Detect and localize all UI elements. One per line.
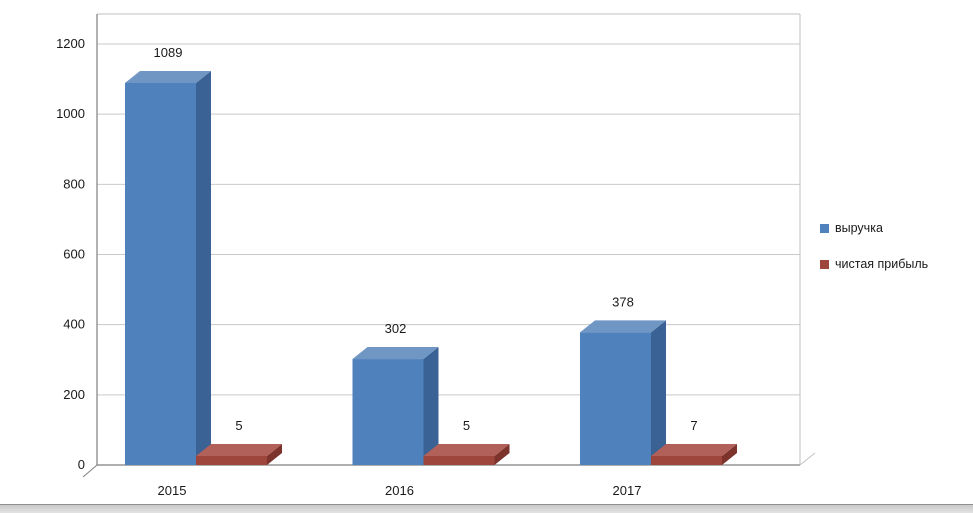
bar-top-revenue-2015 xyxy=(125,70,211,83)
legend: выручка чистая прибыль xyxy=(820,221,928,293)
data-label-revenue-2016: 302 xyxy=(385,321,407,336)
bar-side-revenue-2016 xyxy=(423,347,439,465)
legend-swatch-revenue xyxy=(820,223,829,233)
bar-side-net-profit-2016 xyxy=(494,444,510,465)
legend-label-revenue: выручка xyxy=(835,221,883,235)
data-label-net-profit-2015: 5 xyxy=(235,418,242,433)
bar-side-net-profit-2015 xyxy=(267,444,282,465)
x-category-label-2017: 2017 xyxy=(613,483,642,498)
legend-swatch-net-profit xyxy=(820,259,829,269)
y-tick-label-200: 200 xyxy=(63,387,85,402)
bar-top-revenue-2016 xyxy=(352,347,439,360)
y-tick-label-400: 400 xyxy=(63,317,85,332)
bar-top-revenue-2017 xyxy=(580,320,666,333)
bar-net-profit-2017 xyxy=(651,456,722,465)
data-label-revenue-2015: 1089 xyxy=(154,45,183,60)
bar-chart-3d: 0 200 400 600 800 1000 1200 1089 5 2015 302 5 2016 37… xyxy=(56,13,816,498)
y-tick-label-0: 0 xyxy=(78,457,85,472)
legend-label-net-profit: чистая прибыль xyxy=(835,257,929,271)
bar-top-net-profit-2015 xyxy=(196,444,282,456)
floor-front-left-edge xyxy=(82,464,98,478)
window-edge-decoration xyxy=(0,504,973,513)
y-tick-label-1000: 1000 xyxy=(56,106,85,121)
y-tick-label-1200: 1200 xyxy=(56,36,85,51)
floor-back-right-edge xyxy=(799,452,816,466)
bar-net-profit-2015 xyxy=(196,456,267,465)
x-category-label-2016: 2016 xyxy=(385,483,414,498)
y-tick-label-800: 800 xyxy=(63,176,85,191)
data-label-net-profit-2017: 7 xyxy=(690,418,697,433)
bar-net-profit-2016 xyxy=(423,456,495,465)
bar-side-revenue-2015 xyxy=(196,70,211,465)
y-tick-label-600: 600 xyxy=(63,247,85,262)
legend-item-net-profit: чистая прибыль xyxy=(820,257,928,271)
data-label-revenue-2017: 378 xyxy=(612,294,634,309)
bar-top-net-profit-2016 xyxy=(423,444,510,456)
bar-top-net-profit-2017 xyxy=(651,444,737,456)
legend-item-revenue: выручка xyxy=(820,221,928,235)
bar-revenue-2015 xyxy=(125,82,196,465)
bar-revenue-2016 xyxy=(352,359,424,465)
bar-revenue-2017 xyxy=(580,332,651,465)
bar-side-revenue-2017 xyxy=(651,320,666,465)
x-category-label-2015: 2015 xyxy=(158,483,187,498)
bar-side-net-profit-2017 xyxy=(722,444,737,465)
data-label-net-profit-2016: 5 xyxy=(463,418,470,433)
